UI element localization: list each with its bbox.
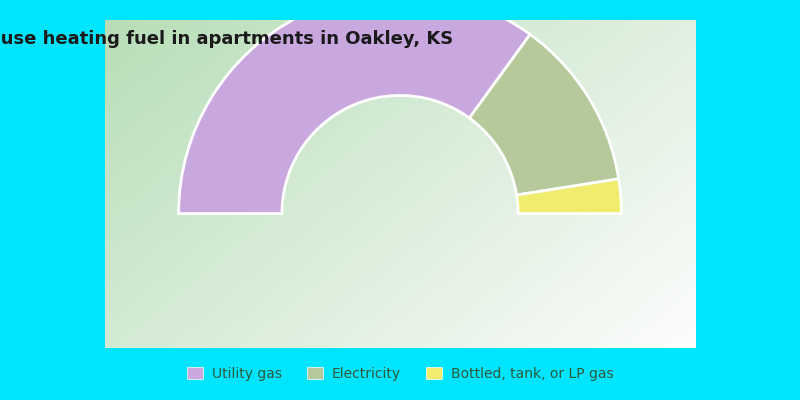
Text: Most commonly used house heating fuel in apartments in Oakley, KS: Most commonly used house heating fuel in… bbox=[0, 30, 454, 48]
Wedge shape bbox=[470, 34, 618, 195]
Wedge shape bbox=[178, 0, 530, 214]
Legend: Utility gas, Electricity, Bottled, tank, or LP gas: Utility gas, Electricity, Bottled, tank,… bbox=[181, 362, 619, 386]
Wedge shape bbox=[517, 179, 622, 214]
